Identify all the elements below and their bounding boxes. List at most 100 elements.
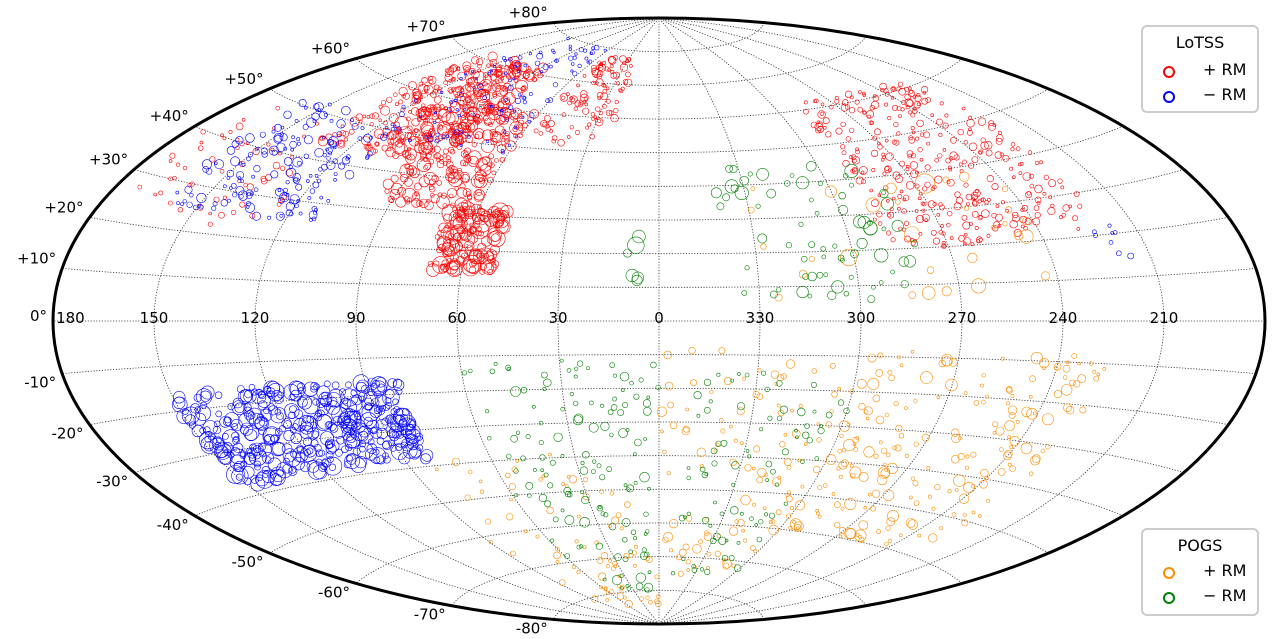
rm-marker-0 <box>927 200 936 209</box>
rm-marker-1 <box>400 414 409 422</box>
rm-marker-0 <box>189 181 195 187</box>
rm-marker-3 <box>776 415 783 422</box>
rm-marker-0 <box>583 96 588 101</box>
rm-marker-2 <box>1004 420 1016 432</box>
rm-marker-1 <box>226 146 236 155</box>
rm-marker-0 <box>380 100 386 106</box>
rm-marker-0 <box>897 206 901 211</box>
rm-marker-1 <box>240 460 248 468</box>
rm-marker-1 <box>357 136 363 141</box>
rm-marker-0 <box>411 107 420 116</box>
rm-marker-2 <box>628 553 634 558</box>
rm-marker-0 <box>871 199 879 207</box>
rm-marker-0 <box>841 150 847 156</box>
rm-marker-0 <box>840 103 849 112</box>
rm-marker-2 <box>938 359 947 368</box>
rm-marker-2 <box>939 526 944 531</box>
rm-marker-2 <box>1002 221 1008 227</box>
rm-marker-0 <box>479 164 492 176</box>
rm-marker-2 <box>881 447 888 454</box>
rm-marker-3 <box>878 280 884 285</box>
rm-marker-3 <box>838 192 846 200</box>
rm-marker-2 <box>853 447 859 453</box>
rm-marker-0 <box>438 135 444 141</box>
rm-marker-3 <box>609 432 614 438</box>
rm-marker-2 <box>751 466 756 471</box>
rm-marker-3 <box>710 187 722 199</box>
rm-marker-2 <box>986 498 991 503</box>
rm-marker-2 <box>962 512 967 517</box>
rm-marker-0 <box>239 141 245 147</box>
rm-marker-0 <box>1027 150 1033 155</box>
rm-marker-1 <box>219 451 233 465</box>
rm-marker-3 <box>600 421 610 431</box>
rm-marker-2 <box>667 401 675 409</box>
rm-marker-1 <box>309 188 316 194</box>
rm-marker-1 <box>245 192 253 199</box>
legend-lotss: LoTSS + RM − RM <box>1141 25 1259 113</box>
rm-marker-0 <box>199 140 204 145</box>
rm-marker-2 <box>699 464 704 469</box>
rm-marker-0 <box>939 101 944 106</box>
rm-marker-0 <box>385 147 396 158</box>
rm-marker-1 <box>313 208 318 212</box>
rm-marker-0 <box>971 210 979 218</box>
rm-marker-2 <box>706 551 712 557</box>
rm-marker-2 <box>1004 449 1013 459</box>
rm-marker-0 <box>629 64 633 68</box>
rm-marker-0 <box>395 196 407 208</box>
rm-marker-0 <box>920 85 929 94</box>
rm-marker-0 <box>467 233 479 244</box>
rm-marker-0 <box>484 263 495 274</box>
rm-marker-2 <box>791 429 801 439</box>
rm-marker-0 <box>378 104 383 109</box>
rm-marker-3 <box>612 373 618 378</box>
rm-marker-3 <box>691 564 696 569</box>
rm-marker-2 <box>840 248 858 267</box>
rm-marker-0 <box>893 139 900 146</box>
rm-marker-2 <box>639 596 644 602</box>
rm-marker-0 <box>1072 215 1078 222</box>
rm-marker-0 <box>591 117 596 121</box>
rm-marker-1 <box>184 414 197 426</box>
rm-marker-3 <box>755 203 761 209</box>
rm-marker-0 <box>487 269 494 276</box>
rm-marker-2 <box>546 506 554 515</box>
rm-marker-1 <box>293 418 307 432</box>
rm-marker-3 <box>628 549 634 555</box>
rm-marker-2 <box>681 427 690 436</box>
rm-marker-2 <box>942 176 950 184</box>
rm-marker-1 <box>212 425 221 435</box>
rm-marker-0 <box>598 63 607 72</box>
meridian-line <box>658 17 1165 625</box>
rm-marker-2 <box>1093 375 1100 382</box>
rm-marker-0 <box>442 161 448 166</box>
rm-marker-2 <box>1022 216 1031 226</box>
rm-markers <box>137 36 1134 609</box>
rm-marker-2 <box>849 463 854 468</box>
rm-marker-2 <box>1069 379 1076 387</box>
rm-marker-1 <box>226 169 235 178</box>
rm-marker-1 <box>232 462 242 472</box>
rm-marker-1 <box>389 423 397 431</box>
rm-marker-2 <box>733 438 738 443</box>
rm-marker-3 <box>650 361 657 369</box>
rm-marker-0 <box>442 148 449 155</box>
rm-marker-1 <box>341 397 349 405</box>
rm-marker-1 <box>589 51 593 56</box>
rm-marker-0 <box>395 129 402 135</box>
rm-marker-1 <box>299 425 314 440</box>
rm-marker-1 <box>263 407 270 414</box>
rm-marker-2 <box>574 539 579 544</box>
rm-marker-0 <box>844 104 851 110</box>
rm-marker-2 <box>1009 445 1014 449</box>
rm-marker-1 <box>554 58 559 63</box>
rm-marker-2 <box>535 534 540 539</box>
rm-marker-3 <box>633 536 638 541</box>
rm-marker-3 <box>580 490 585 495</box>
rm-marker-0 <box>886 230 892 236</box>
rm-marker-3 <box>670 571 675 576</box>
rm-marker-2 <box>798 403 803 408</box>
rm-marker-0 <box>890 95 895 100</box>
rm-marker-0 <box>464 240 475 251</box>
